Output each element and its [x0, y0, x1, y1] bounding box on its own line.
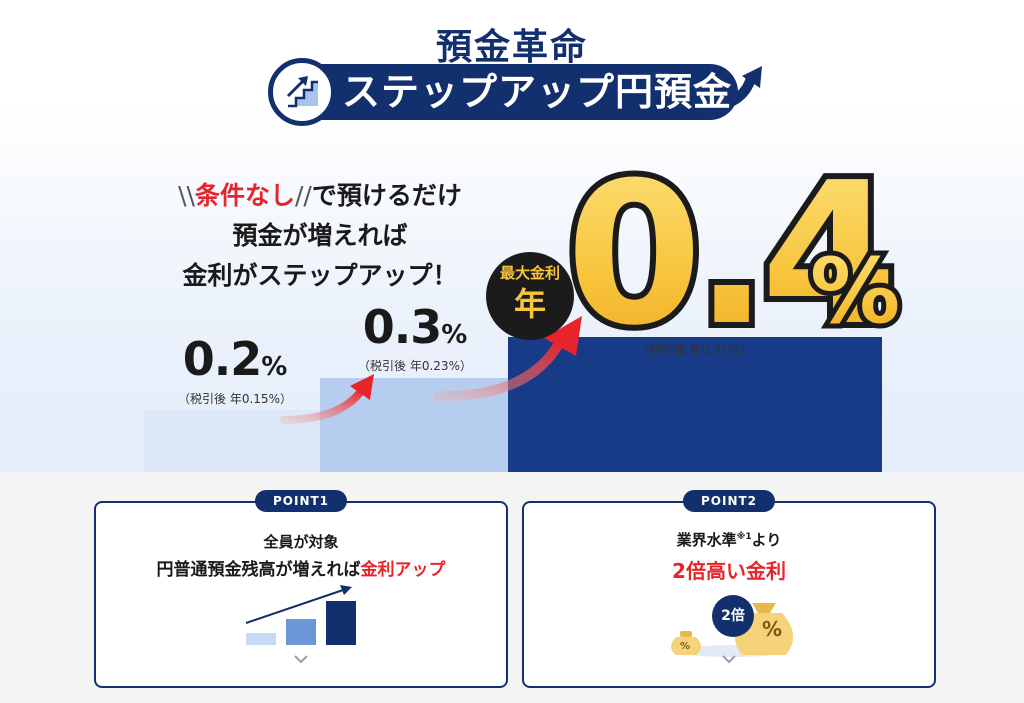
banner-pill	[282, 64, 738, 120]
banner-title: ステップアップ円預金	[342, 70, 733, 114]
catch-line3: 金利がステップアップ！	[182, 261, 458, 290]
point-2-tag: POINT2	[682, 490, 776, 512]
point-1-line2: 円普通預金残高が増えれば金利アップ	[96, 555, 506, 580]
max-rate-value: 0.4	[566, 150, 889, 350]
max-rate-badge: 最大金利 年	[486, 252, 574, 340]
point-1-line2-text: 円普通預金残高が増えれば	[156, 560, 361, 580]
point-2-highlight: 2倍高い金利	[672, 559, 786, 583]
step-1-rate: 0.2%	[150, 332, 320, 386]
catch-deco-right: //	[295, 181, 312, 210]
point-2-line1: 業界水準※1より	[524, 529, 934, 550]
step-3-after-tax: （税引後 年0.31%）	[638, 343, 752, 357]
max-rate-unit: %	[810, 239, 900, 344]
max-rate-label: 最大金利	[499, 264, 560, 282]
step-2-after-tax: （税引後 年0.23%）	[358, 359, 472, 373]
step-1-after-tax: （税引後 年0.15%）	[178, 392, 292, 406]
step-2-rate-unit: %	[441, 320, 468, 350]
product-banner: ステップアップ円預金	[268, 58, 768, 126]
point-2-line1-text: 業界水準	[676, 531, 737, 549]
chevron-down-icon[interactable]	[293, 649, 309, 668]
catch-line1-rest: で預けるだけ	[311, 181, 462, 210]
stairs-arrow-icon	[268, 58, 336, 126]
catch-copy: \\条件なし//で預けるだけ 預金が増えれば 金利がステップアップ！	[150, 176, 490, 296]
point-1-highlight: 金利アップ	[360, 560, 446, 580]
banner-swoosh-arrow-icon	[707, 66, 762, 113]
point-1-line1: 全員が対象	[263, 533, 339, 551]
step-2-rate-value: 0.3	[362, 300, 442, 354]
catch-deco-left: \\	[178, 181, 195, 210]
step-1-rate-value: 0.2	[182, 332, 262, 386]
page-title: 預金革命	[435, 27, 588, 68]
step-1-rate-unit: %	[261, 352, 288, 382]
catch-highlight: 条件なし	[194, 181, 295, 210]
step-2-rate: 0.3%	[330, 300, 500, 354]
chevron-down-icon[interactable]	[721, 649, 737, 668]
double-rate-badge: 2倍	[712, 595, 754, 637]
point-2-footnote-mark: ※1	[736, 532, 752, 542]
step-up-arrow-large-icon	[433, 316, 582, 402]
max-rate-year: 年	[513, 285, 546, 323]
point-1-tag: POINT1	[254, 490, 348, 512]
step-3-block	[508, 337, 882, 472]
max-rate-display: 0.4 %	[566, 150, 905, 350]
point-2-line1-suffix: より	[751, 531, 782, 549]
catch-line2: 預金が増えれば	[232, 221, 408, 250]
point-2-card[interactable]: POINT2 業界水準※1より 2倍高い金利 % % 2倍	[522, 490, 936, 688]
large-bag-symbol: %	[762, 617, 783, 641]
small-bag-symbol: %	[680, 641, 691, 652]
step-up-arrow-icon	[280, 374, 374, 424]
point-1-card[interactable]: POINT1 全員が対象 円普通預金残高が増えれば金利アップ	[94, 490, 508, 688]
bar-growth-icon	[245, 585, 356, 645]
catch-line1: \\条件なし//で預けるだけ	[150, 176, 490, 216]
